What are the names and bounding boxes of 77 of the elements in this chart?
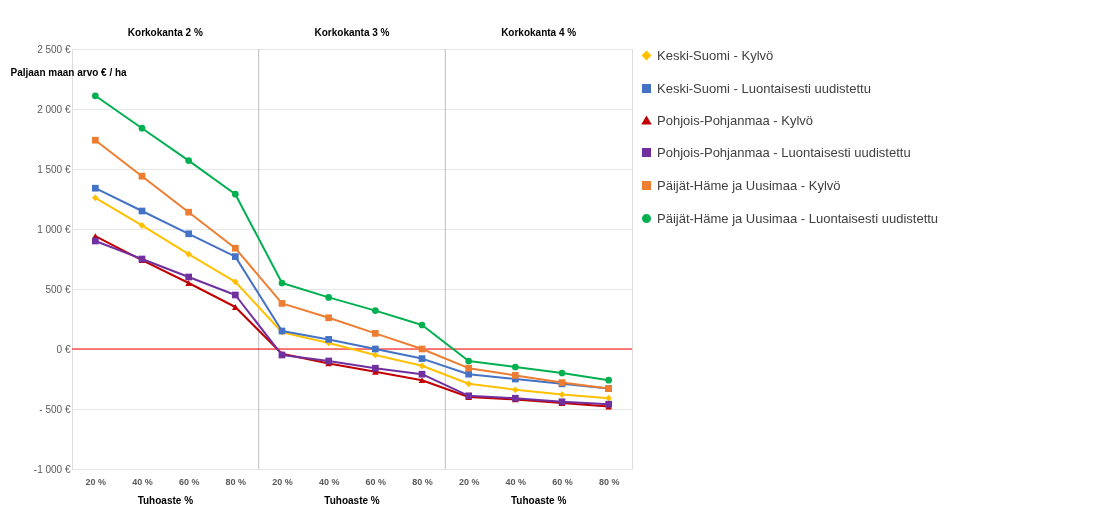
point xyxy=(465,380,473,388)
point xyxy=(278,279,286,287)
point xyxy=(605,376,613,384)
point xyxy=(371,345,379,353)
x-axis-title: Tuhoaste % xyxy=(137,495,194,506)
point xyxy=(138,124,146,132)
point xyxy=(91,184,99,192)
y-tick-label: 1 000 € xyxy=(37,223,71,235)
point xyxy=(325,314,333,322)
y-tick-label: -1 000 € xyxy=(33,463,71,475)
y-tick-label: 1 500 € xyxy=(37,163,71,175)
point xyxy=(185,250,193,258)
y-tick-label: 0 € xyxy=(56,343,71,355)
point xyxy=(91,136,99,144)
point xyxy=(185,273,193,281)
point xyxy=(418,370,426,378)
legend-label: Päijät-Häme ja Uusimaa - Kylvö xyxy=(657,177,841,193)
legend-label: Pohjois-Pohjanmaa - Kylvö xyxy=(657,112,814,128)
point xyxy=(325,336,333,343)
y-axis-title: Paljaan maan arvo € / ha xyxy=(10,66,128,78)
point xyxy=(138,172,146,180)
point xyxy=(371,364,379,372)
point xyxy=(231,190,239,198)
x-tick-label: 80 % xyxy=(598,476,620,487)
point xyxy=(465,357,473,365)
point xyxy=(231,244,239,252)
point xyxy=(185,157,193,164)
x-tick-label: 80 % xyxy=(225,476,247,487)
x-tick-label: 20 % xyxy=(272,476,293,487)
point xyxy=(511,386,519,394)
legend-label: Pohjois-Pohjanmaa - Luontaisesti uudistettu xyxy=(657,144,911,160)
x-tick-label: 20 % xyxy=(458,476,480,487)
point xyxy=(91,194,99,202)
text: Korkokanta 2 % xyxy=(127,27,203,38)
y-tick-label: 2 500 € xyxy=(37,43,71,55)
point xyxy=(185,208,193,216)
text: Korkokanta 4 % xyxy=(501,27,577,38)
point xyxy=(325,294,333,301)
legend-label: Keski-Suomi - Luontaisesti uudistettu xyxy=(657,80,871,96)
point xyxy=(418,377,426,384)
point xyxy=(511,363,519,371)
legend-label: Keski-Suomi - Kylvö xyxy=(657,47,774,63)
point xyxy=(371,330,379,337)
point xyxy=(185,230,193,238)
x-tick-label: 40 % xyxy=(505,476,527,487)
point xyxy=(558,369,566,377)
y-tick-label: - 500 € xyxy=(39,403,71,415)
point xyxy=(605,394,613,402)
point xyxy=(511,372,519,379)
point xyxy=(91,92,99,100)
y-tick-label: 2 000 € xyxy=(37,103,71,115)
point xyxy=(418,362,426,370)
x-tick-label: 60 % xyxy=(552,476,573,487)
point xyxy=(465,370,473,378)
x-tick-label: 60 % xyxy=(178,476,200,487)
point xyxy=(91,237,99,245)
point xyxy=(231,304,239,310)
point xyxy=(231,278,239,286)
y-tick-label: 500 € xyxy=(45,283,71,295)
x-tick-label: 80 % xyxy=(412,476,433,487)
point xyxy=(371,307,379,314)
text: Korkokanta 3 % xyxy=(314,27,390,38)
legend-label: Päijät-Häme ja Uusimaa - Luontaisesti uudistettu xyxy=(657,210,939,226)
text: Tuhoaste % xyxy=(510,495,567,506)
x-tick-label: 40 % xyxy=(318,476,340,487)
point xyxy=(371,351,379,359)
x-tick-label: 60 % xyxy=(365,476,387,487)
point xyxy=(185,280,193,286)
point xyxy=(231,291,239,299)
text: Tuhoaste % xyxy=(324,495,380,506)
point xyxy=(418,355,426,362)
x-tick-label: 40 % xyxy=(132,476,153,487)
x-tick-label: 20 % xyxy=(85,476,107,487)
point xyxy=(231,253,239,260)
point xyxy=(278,300,286,307)
point xyxy=(418,321,426,329)
point xyxy=(465,364,473,372)
